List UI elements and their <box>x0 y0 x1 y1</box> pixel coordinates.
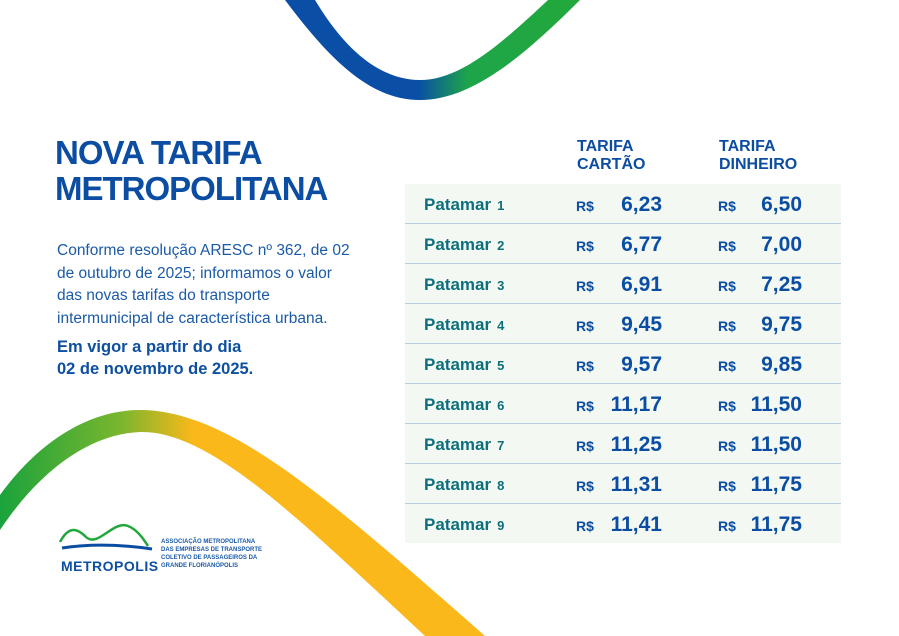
top-ribbon <box>285 0 580 100</box>
currency-card: R$ <box>576 478 594 494</box>
card-fare: 9,57 <box>621 353 662 376</box>
cash-fare: 11,50 <box>750 433 802 456</box>
header-cash-fare: TARIFA DINHEIRO <box>719 138 798 173</box>
currency-cash: R$ <box>718 398 736 414</box>
card-fare: 11,41 <box>610 513 662 536</box>
currency-card: R$ <box>576 238 594 254</box>
card-fare: 11,25 <box>610 433 662 456</box>
currency-cash: R$ <box>718 358 736 374</box>
tier-label: Patamar 4 <box>424 315 505 334</box>
tier-label: Patamar 3 <box>424 275 505 294</box>
table-row: Patamar 8 R$ 11,31 R$ 11,75 <box>405 464 841 504</box>
currency-cash: R$ <box>718 438 736 454</box>
table-row: Patamar 6 R$ 11,17 R$ 11,50 <box>405 384 841 424</box>
currency-card: R$ <box>576 438 594 454</box>
cash-fare: 11,75 <box>750 513 802 536</box>
tier-label: Patamar 5 <box>424 355 505 374</box>
cash-fare: 11,75 <box>750 473 802 496</box>
tier-label: Patamar 2 <box>424 235 505 254</box>
currency-cash: R$ <box>718 478 736 494</box>
currency-card: R$ <box>576 278 594 294</box>
tier-label: Patamar 9 <box>424 515 505 534</box>
table-row: Patamar 7 R$ 11,25 R$ 11,50 <box>405 424 841 464</box>
page-title: NOVA TARIFA METROPOLITANA <box>55 134 328 207</box>
currency-card: R$ <box>576 198 594 214</box>
currency-cash: R$ <box>718 518 736 534</box>
fare-table: Patamar 1 R$ 6,23 R$ 6,50 Patamar 2 R$ 6,77… <box>405 184 841 543</box>
effective-line-1: Em vigor a partir do dia <box>57 338 242 356</box>
card-fare: 6,23 <box>621 193 662 216</box>
currency-card: R$ <box>576 518 594 534</box>
card-fare: 9,45 <box>621 313 662 336</box>
currency-cash: R$ <box>718 238 736 254</box>
tier-label: Patamar 1 <box>424 195 505 214</box>
cash-fare: 9,75 <box>761 313 802 336</box>
currency-cash: R$ <box>718 198 736 214</box>
table-row: Patamar 3 R$ 6,91 R$ 7,25 <box>405 264 841 304</box>
cash-fare: 7,25 <box>761 273 802 296</box>
cash-fare: 6,50 <box>761 193 802 216</box>
logo-text: ASSOCIAÇÃO METROPOLITANA DAS EMPRESAS DE … <box>161 539 263 569</box>
bottom-ribbon <box>0 410 485 636</box>
metropolis-logo: METROPOLIS ASSOCIAÇÃO METROPOLITANA DAS E… <box>58 522 262 574</box>
title-line-2: METROPOLITANA <box>55 170 328 207</box>
card-fare: 11,17 <box>610 393 662 416</box>
tier-label: Patamar 6 <box>424 395 505 414</box>
cash-fare: 7,00 <box>761 233 802 256</box>
table-row: Patamar 5 R$ 9,57 R$ 9,85 <box>405 344 841 384</box>
currency-cash: R$ <box>718 318 736 334</box>
tier-label: Patamar 8 <box>424 475 505 494</box>
title-line-1: NOVA TARIFA <box>55 134 263 171</box>
cash-fare: 11,50 <box>750 393 802 416</box>
currency-card: R$ <box>576 398 594 414</box>
description: Conforme resolução ARESC nº 362, de 02 d… <box>57 242 350 327</box>
table-row: Patamar 4 R$ 9,45 R$ 9,75 <box>405 304 841 344</box>
card-fare: 6,77 <box>621 233 662 256</box>
currency-cash: R$ <box>718 278 736 294</box>
cash-fare: 9,85 <box>761 353 802 376</box>
mountain-logo-icon <box>58 523 153 551</box>
table-row: Patamar 1 R$ 6,23 R$ 6,50 <box>405 184 841 224</box>
effective-date: Em vigor a partir do dia 02 de novembro d… <box>57 336 253 380</box>
logo-name: METROPOLIS <box>61 558 159 574</box>
header-card-fare: TARIFA CARTÃO <box>577 138 646 173</box>
currency-card: R$ <box>576 358 594 374</box>
table-row: Patamar 9 R$ 11,41 R$ 11,75 <box>405 504 841 543</box>
card-fare: 11,31 <box>610 473 662 496</box>
effective-line-2: 02 de novembro de 2025. <box>57 360 254 378</box>
table-row: Patamar 2 R$ 6,77 R$ 7,00 <box>405 224 841 264</box>
currency-card: R$ <box>576 318 594 334</box>
card-fare: 6,91 <box>621 273 662 296</box>
tier-label: Patamar 7 <box>424 435 505 454</box>
